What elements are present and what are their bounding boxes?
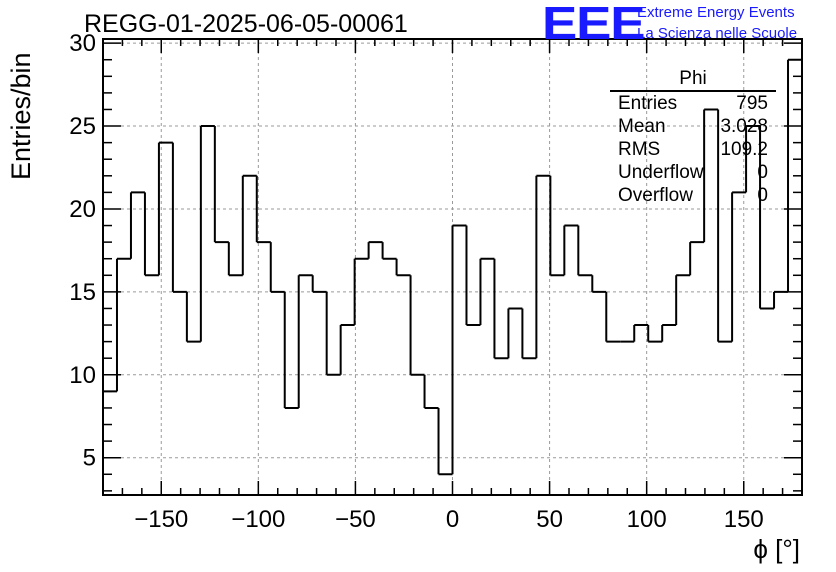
stats-value: 0 (757, 162, 768, 183)
histogram-series (103, 58, 802, 476)
stats-label: Entries (618, 93, 678, 114)
stats-box: Phi Entries 795 Mean 3.028 RMS 109.2 Und… (610, 68, 776, 208)
histogram-bin (297, 274, 313, 408)
histogram-bin (129, 191, 145, 259)
histogram-bin (717, 109, 733, 343)
histogram-bin (283, 291, 299, 409)
histogram-bin (689, 241, 705, 276)
stats-value: 795 (736, 93, 768, 114)
histogram-bin (409, 275, 425, 376)
histogram-bin (213, 126, 229, 244)
stats-label: Underflow (618, 162, 704, 183)
stats-label: Overflow (618, 185, 693, 206)
y-tick-label: 5 (83, 445, 96, 472)
stats-row-entries: Entries 795 (610, 93, 776, 116)
histogram-bin (773, 290, 789, 309)
histogram-bin (465, 225, 481, 327)
histogram-bin (661, 324, 677, 342)
histogram-bin (241, 174, 257, 276)
histogram-bin (479, 257, 495, 326)
histogram-bin (591, 275, 607, 293)
histogram-bin (493, 258, 509, 360)
histogram-bin (115, 257, 131, 392)
x-tick-label: −100 (231, 506, 285, 533)
x-tick-label: −50 (335, 506, 376, 533)
y-tick-label: 30 (69, 30, 96, 57)
histogram-bin (171, 142, 187, 293)
histogram-bin (143, 192, 159, 277)
histogram-bin (423, 374, 439, 409)
histogram-bin (311, 275, 327, 293)
stats-row-rms: RMS 109.2 (610, 139, 776, 162)
eee-logo: EEE (542, 0, 646, 49)
histogram-bin (451, 224, 467, 475)
histogram-bin (185, 291, 201, 343)
x-tick-label: 0 (446, 506, 459, 533)
histogram-bin (563, 224, 579, 276)
x-axis-label: ϕ [°] (753, 534, 800, 564)
histogram-bin (255, 175, 271, 244)
histogram-bin (325, 291, 341, 376)
histogram-bin (367, 241, 383, 259)
y-axis-label: Entries/bin (6, 52, 36, 180)
histogram-bin (759, 126, 775, 310)
stats-label: RMS (618, 139, 661, 160)
stats-row-underflow: Underflow 0 (610, 162, 776, 185)
logo-tagline-1: Extreme Energy Events (637, 4, 795, 21)
logo-tagline-2: La Scienza nelle Scuole (637, 25, 798, 42)
axis-ticks (102, 39, 803, 495)
y-tick-label: 20 (69, 196, 96, 223)
y-tick-label: 15 (69, 279, 96, 306)
histogram-bin (339, 324, 355, 375)
histogram-bin (395, 258, 411, 277)
histogram-bin (745, 125, 761, 193)
histogram-bin (675, 274, 691, 326)
histogram-bin (437, 407, 453, 476)
histogram-bin (157, 141, 173, 276)
x-tick-label: −150 (134, 506, 188, 533)
axis-tick-labels: −150 −100 −50 0 50 100 150 5 10 15 20 25 30 (69, 30, 763, 533)
y-tick-label: 25 (69, 113, 96, 140)
histogram-bin (227, 242, 243, 277)
stats-value: 3.028 (720, 116, 768, 137)
histogram-bin (605, 291, 621, 343)
stats-row-mean: Mean 3.028 (610, 116, 776, 139)
stats-value: 0 (757, 185, 768, 206)
chart-title: REGG-01-2025-06-05-00061 (84, 10, 408, 38)
histogram-bin (703, 108, 719, 243)
histogram-bin (269, 242, 285, 293)
x-tick-label: 50 (536, 506, 563, 533)
histogram-bin (381, 242, 397, 260)
stats-label: Mean (618, 116, 666, 137)
histogram-bin (507, 307, 523, 359)
x-tick-label: 100 (627, 506, 667, 533)
histogram-bin (535, 174, 551, 359)
y-tick-label: 10 (69, 362, 96, 389)
histogram-bin (199, 125, 215, 342)
histogram-bin (633, 324, 649, 342)
histogram-bin (647, 325, 663, 343)
histogram-bin (577, 225, 593, 277)
histogram-bin (353, 257, 369, 326)
x-tick-label: 150 (724, 506, 764, 533)
histogram-bin (521, 308, 537, 360)
histogram-bin (731, 191, 747, 342)
stats-value: 109.2 (720, 139, 768, 160)
histogram-bin (549, 175, 565, 277)
stats-title: Phi (610, 68, 776, 92)
stats-row-overflow: Overflow 0 (610, 185, 776, 208)
